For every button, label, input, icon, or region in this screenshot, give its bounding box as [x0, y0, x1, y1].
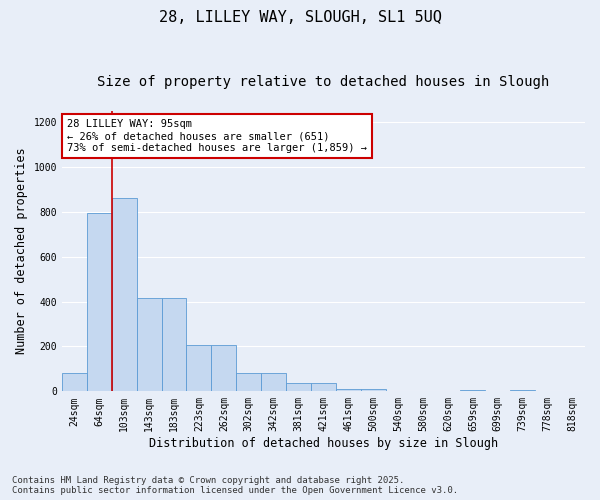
Bar: [187, 346, 211, 392]
X-axis label: Distribution of detached houses by size in Slough: Distribution of detached houses by size …: [149, 437, 498, 450]
Y-axis label: Number of detached properties: Number of detached properties: [15, 148, 28, 354]
Bar: [236, 374, 261, 392]
Bar: [261, 374, 286, 392]
Bar: [361, 389, 386, 392]
Text: Contains HM Land Registry data © Crown copyright and database right 2025.
Contai: Contains HM Land Registry data © Crown c…: [12, 476, 458, 495]
Bar: [87, 213, 112, 392]
Bar: [286, 384, 311, 392]
Text: 28 LILLEY WAY: 95sqm
← 26% of detached houses are smaller (651)
73% of semi-deta: 28 LILLEY WAY: 95sqm ← 26% of detached h…: [67, 120, 367, 152]
Bar: [62, 374, 87, 392]
Bar: [161, 298, 187, 392]
Bar: [510, 390, 535, 392]
Bar: [311, 384, 336, 392]
Bar: [336, 389, 361, 392]
Text: 28, LILLEY WAY, SLOUGH, SL1 5UQ: 28, LILLEY WAY, SLOUGH, SL1 5UQ: [158, 10, 442, 25]
Bar: [137, 298, 161, 392]
Bar: [460, 390, 485, 392]
Title: Size of property relative to detached houses in Slough: Size of property relative to detached ho…: [97, 75, 550, 89]
Bar: [112, 198, 137, 392]
Bar: [211, 346, 236, 392]
